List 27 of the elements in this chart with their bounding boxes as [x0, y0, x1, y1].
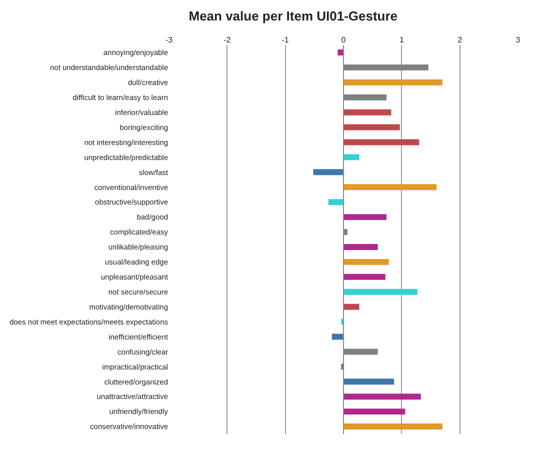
- bar: [344, 109, 392, 116]
- x-tick-label: -1: [282, 35, 290, 44]
- bar: [344, 424, 442, 430]
- x-tick-label: -2: [224, 35, 232, 44]
- x-tick-label: -3: [165, 35, 174, 44]
- bar: [344, 258, 389, 265]
- bar: [344, 154, 360, 160]
- bar: [328, 199, 344, 206]
- bar: [344, 408, 406, 415]
- bar: [344, 184, 437, 190]
- bar: [344, 124, 400, 130]
- bar: [344, 394, 421, 400]
- bar: [344, 304, 360, 310]
- bar: [313, 169, 344, 176]
- bar: [344, 288, 418, 295]
- x-tick-label: 0: [341, 35, 346, 44]
- bar: [344, 244, 378, 250]
- bar: [344, 214, 387, 220]
- bar: [344, 274, 386, 280]
- bar: [344, 378, 394, 385]
- x-tick-label: 2: [458, 35, 463, 44]
- bar: [344, 79, 442, 86]
- x-tick-label: 3: [516, 35, 521, 44]
- x-tick-label: 1: [399, 35, 404, 44]
- bar: [338, 49, 344, 56]
- bar: [344, 139, 420, 146]
- chart-title: Mean value per Item UI01-Gesture: [188, 8, 398, 24]
